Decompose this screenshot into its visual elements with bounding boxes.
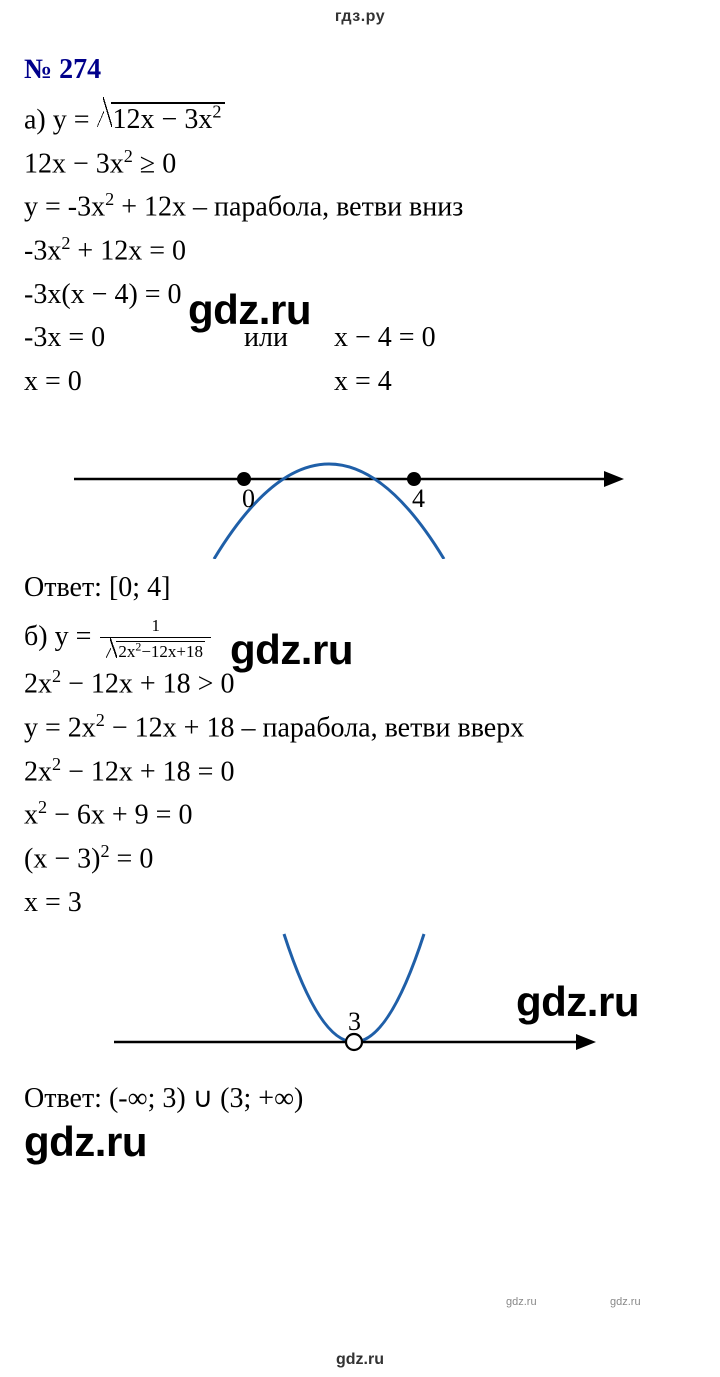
txt: = 0 [110,843,154,874]
txt: 2x [24,756,52,787]
site-header: гдз.ру [24,0,696,54]
part-a-line1: а) y = 12x − 3x2 [24,98,696,142]
txt: − 6x + 9 = 0 [47,800,192,831]
part-b-answer: Ответ: (-∞; 3) ∪ (3; +∞) [24,1077,696,1120]
part-a-line7: x = 0 x = 4 [24,360,696,403]
frac-num: 1 [100,616,211,637]
answer-label: Ответ: [24,1083,109,1114]
txt: + 12x = 0 [70,235,186,266]
diagram-b: 3 [104,930,720,1075]
part-a-answer: Ответ: [0; 4] [24,566,696,609]
sup: 2 [52,666,61,686]
txt: -3x = 0 [24,316,244,359]
sup: 2 [100,841,109,861]
txt: − 12x + 18 > 0 [61,669,234,700]
problem-number: № 274 [24,54,696,98]
txt: − 12x + 18 = 0 [61,756,234,787]
answer-value: (-∞; 3) ∪ (3; +∞) [109,1083,303,1114]
spacer [244,360,334,403]
part-a-line6: -3x = 0 или x − 4 = 0 [24,316,696,359]
txt: −12x+18 [141,642,203,661]
watermark: gdz.ru [24,1118,147,1166]
sqrt-inner: 12x − 3x [113,104,213,135]
part-b-line1: б) y = 1 2x2−12x+18 [24,615,696,662]
txt: x = 4 [334,360,392,403]
txt: y = 2x [24,712,96,743]
part-a-line5: -3x(x − 4) = 0 [24,273,696,316]
txt: (x − 3) [24,843,100,874]
label-4: 4 [412,484,425,513]
sup: 2 [38,797,47,817]
part-b-line6: (x − 3)2 = 0 [24,837,696,881]
watermark-tiny: gdz.ru [506,1296,537,1308]
part-a-line2: 12x − 3x2 ≥ 0 [24,142,696,186]
part-b-label: б) y = [24,621,98,652]
txt: y = -3x [24,192,105,223]
sqrt-sup: 2 [212,102,221,122]
part-b-line7: x = 3 [24,881,696,924]
sup: 2 [96,710,105,730]
label-3: 3 [348,1007,361,1036]
part-a-label: а) y = [24,104,97,135]
open-point-3 [346,1034,362,1050]
answer-value: [0; 4] [109,572,170,603]
site-footer: gdz.ru [0,1351,720,1369]
txt: + 12x – парабола, ветви вниз [114,192,463,223]
part-a-line4: -3x2 + 12x = 0 [24,229,696,273]
answer-label: Ответ: [24,572,109,603]
frac-den: 2x2−12x+18 [100,637,211,662]
diagram-a: 0 4 [64,409,704,564]
txt: − 12x + 18 – парабола, ветви вверх [105,712,524,743]
axis-arrow [604,471,624,487]
diagram-b-svg: 3 [104,930,604,1070]
txt: 2x [24,669,52,700]
fraction: 1 2x2−12x+18 [100,616,211,662]
part-b-line4: 2x2 − 12x + 18 = 0 [24,750,696,794]
txt-or: или [244,316,334,359]
label-0: 0 [242,484,255,513]
sup: 2 [52,754,61,774]
txt: ≥ 0 [133,148,176,179]
txt: 12x − 3x [24,148,124,179]
axis-arrow-b [576,1034,596,1050]
sqrt-expression: 12x − 3x2 [111,98,226,142]
diagram-a-svg: 0 4 [64,409,624,559]
part-b-line2: 2x2 − 12x + 18 > 0 [24,662,696,706]
sup: 2 [124,146,133,166]
txt: x = 0 [24,360,244,403]
part-a-line3: y = -3x2 + 12x – парабола, ветви вниз [24,185,696,229]
sup: 2 [105,189,114,209]
txt: x [24,800,38,831]
part-b-line3: y = 2x2 − 12x + 18 – парабола, ветви вве… [24,706,696,750]
part-b-line5: x2 − 6x + 9 = 0 [24,793,696,837]
sqrt-den: 2x2−12x+18 [116,639,205,662]
txt: -3x [24,235,61,266]
watermark-tiny: gdz.ru [610,1296,641,1308]
txt: x − 4 = 0 [334,316,436,359]
txt: 2x [118,642,135,661]
